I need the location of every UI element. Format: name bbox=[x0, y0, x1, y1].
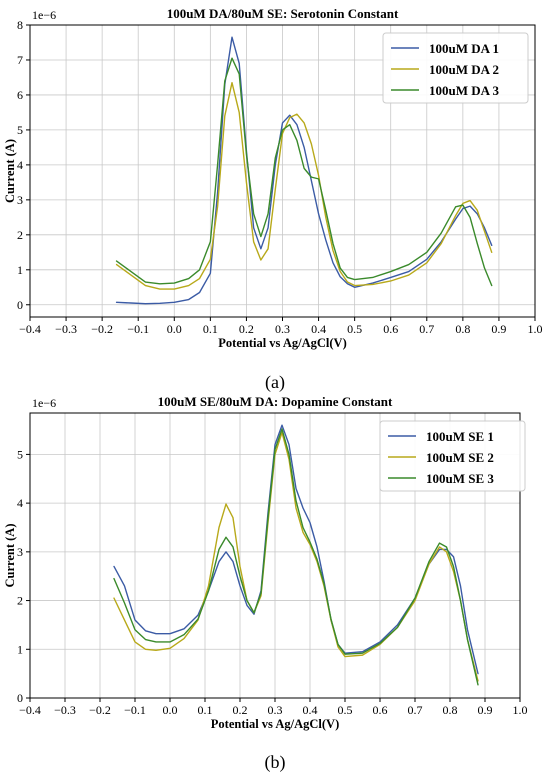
x-tick-label: 0.6 bbox=[373, 703, 388, 717]
x-tick-label: 1.0 bbox=[513, 703, 528, 717]
x-tick-label: 0.6 bbox=[383, 322, 398, 336]
x-tick-label: 1.0 bbox=[528, 322, 543, 336]
series-line-2 bbox=[113, 431, 479, 682]
y-tick-label: 0 bbox=[17, 691, 23, 705]
x-tick-label: −0.1 bbox=[124, 703, 146, 717]
x-tick-label: 0.5 bbox=[338, 703, 353, 717]
x-axis-label: Potential vs Ag/AgCl(V) bbox=[211, 717, 339, 731]
chart-title: 100uM DA/80uM SE: Serotonin Constant bbox=[167, 6, 399, 21]
x-tick-label: 0.5 bbox=[347, 322, 362, 336]
x-tick-label: 0.7 bbox=[408, 703, 423, 717]
chart-title: 100uM SE/80uM DA: Dopamine Constant bbox=[158, 394, 393, 409]
x-tick-label: 0.3 bbox=[268, 703, 283, 717]
y-tick-label: 2 bbox=[17, 228, 23, 242]
y-multiplier-label: 1e−6 bbox=[32, 8, 56, 22]
legend-box bbox=[382, 32, 529, 104]
legend-label-1: 100uM DA 1 bbox=[429, 41, 499, 56]
legend-label-2: 100uM DA 2 bbox=[429, 62, 499, 77]
y-tick-label: 8 bbox=[17, 18, 23, 32]
x-tick-label: 0.1 bbox=[203, 322, 218, 336]
y-tick-label: 0 bbox=[17, 298, 23, 312]
chart-panel-b: −0.4 −0.3 −0.2 −0.1 0.0 0.1 0.2 0.3 0.4 0.5 0.6 0.7… bbox=[3, 394, 528, 773]
x-tick-label: 0.9 bbox=[491, 322, 506, 336]
legend-label-3: 100uM SE 3 bbox=[426, 471, 494, 486]
y-axis-label: Current (A) bbox=[3, 139, 17, 203]
x-tick-label: −0.2 bbox=[91, 322, 113, 336]
x-tick-label: 0.0 bbox=[163, 703, 178, 717]
series-line-3 bbox=[115, 57, 493, 287]
x-tick-label: 0.8 bbox=[455, 322, 470, 336]
legend-label-2: 100uM SE 2 bbox=[426, 450, 494, 465]
legend: 100uM SE 1 100uM SE 2 100uM SE 3 bbox=[379, 420, 526, 492]
figure-caption: (a) bbox=[265, 372, 285, 393]
y-tick-label: 3 bbox=[17, 193, 23, 207]
x-tick-label: −0.2 bbox=[89, 703, 111, 717]
x-tick-label: 0.8 bbox=[443, 703, 458, 717]
y-multiplier-label: 1e−6 bbox=[32, 396, 56, 410]
x-tick-label: 0.1 bbox=[198, 703, 213, 717]
y-tick-label: 5 bbox=[17, 123, 23, 137]
chart-panel-a: −0.4 −0.3 −0.2 −0.1 0.0 0.1 0.2 0.3 0.4 0.5 0.6 0.7… bbox=[3, 6, 543, 393]
legend-label-3: 100uM DA 3 bbox=[429, 83, 500, 98]
x-tick-label: −0.4 bbox=[19, 703, 41, 717]
x-tick-label: 0.2 bbox=[239, 322, 254, 336]
y-tick-label: 5 bbox=[17, 447, 23, 461]
y-tick-label: 7 bbox=[17, 53, 23, 67]
x-tick-label: 0.9 bbox=[478, 703, 493, 717]
y-tick-label: 3 bbox=[17, 545, 23, 559]
legend-label-1: 100uM SE 1 bbox=[426, 429, 494, 444]
legend: 100uM DA 1 100uM DA 2 100uM DA 3 bbox=[382, 32, 529, 104]
x-tick-label: −0.3 bbox=[54, 703, 76, 717]
x-tick-label: −0.1 bbox=[127, 322, 149, 336]
y-tick-label: 2 bbox=[17, 594, 23, 608]
x-tick-label: 0.4 bbox=[311, 322, 326, 336]
y-tick-label: 1 bbox=[17, 642, 23, 656]
x-tick-label: 0.4 bbox=[303, 703, 318, 717]
x-tick-label: 0.2 bbox=[233, 703, 248, 717]
x-tick-label: −0.4 bbox=[19, 322, 41, 336]
x-tick-label: 0.0 bbox=[167, 322, 182, 336]
y-axis-label: Current (A) bbox=[3, 524, 17, 588]
x-tick-label: 0.3 bbox=[275, 322, 290, 336]
series-line-3 bbox=[113, 428, 479, 686]
y-tick-label: 1 bbox=[17, 263, 23, 277]
figure-caption: (b) bbox=[265, 752, 286, 773]
x-tick-label: −0.3 bbox=[55, 322, 77, 336]
series-line-2 bbox=[115, 82, 493, 290]
x-tick-label: 0.7 bbox=[419, 322, 434, 336]
series-line-1 bbox=[115, 36, 493, 305]
y-tick-label: 4 bbox=[17, 158, 23, 172]
y-tick-label: 6 bbox=[17, 88, 23, 102]
legend-box bbox=[379, 420, 526, 492]
x-axis-label: Potential vs Ag/AgCl(V) bbox=[218, 336, 346, 350]
y-tick-label: 4 bbox=[17, 496, 23, 510]
